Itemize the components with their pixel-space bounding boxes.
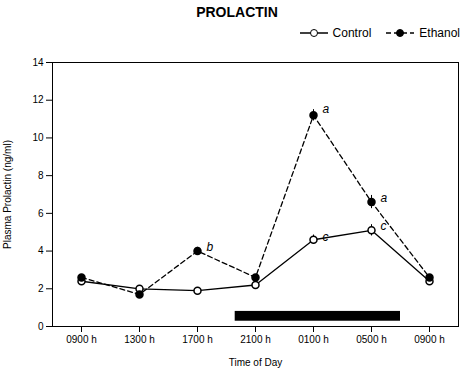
svg-text:12: 12	[32, 94, 44, 105]
svg-text:10: 10	[32, 132, 44, 143]
svg-text:14: 14	[32, 57, 44, 68]
svg-text:a: a	[323, 102, 330, 116]
svg-text:0: 0	[38, 321, 44, 332]
svg-text:1300 h: 1300 h	[124, 334, 155, 345]
svg-text:0900 h: 0900 h	[66, 334, 97, 345]
svg-text:1700 h: 1700 h	[182, 334, 213, 345]
html-text:Control: Control	[332, 26, 372, 40]
html-text:Ethanol: Ethanol	[419, 26, 460, 40]
svg-text:0900 h: 0900 h	[414, 334, 445, 345]
svg-text:c: c	[381, 219, 387, 233]
svg-text:6: 6	[38, 208, 44, 219]
svg-text:c: c	[323, 230, 329, 244]
html-text:PROLACTIN: PROLACTIN	[196, 4, 278, 20]
svg-text:Time of Day: Time of Day	[229, 357, 283, 368]
svg-text:8: 8	[38, 170, 44, 181]
svg-text:4: 4	[38, 245, 44, 256]
svg-text:Plasma Prolactin (ng/ml): Plasma Prolactin (ng/ml)	[2, 140, 13, 249]
svg-text:a: a	[381, 191, 388, 205]
svg-text:b: b	[207, 240, 214, 254]
svg-text:0500 h: 0500 h	[356, 334, 387, 345]
svg-text:2: 2	[38, 283, 44, 294]
svg-text:0100 h: 0100 h	[298, 334, 329, 345]
svg-text:2100 h: 2100 h	[240, 334, 271, 345]
